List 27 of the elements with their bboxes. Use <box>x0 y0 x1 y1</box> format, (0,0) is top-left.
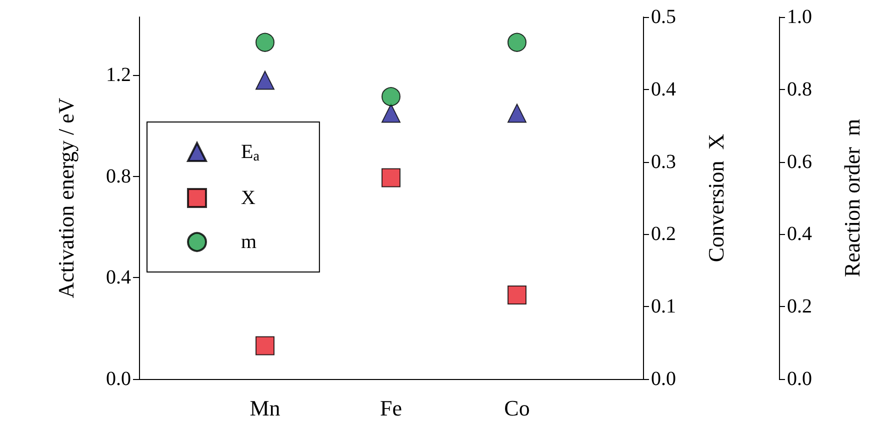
y-tick-label: 0.0 <box>106 368 131 390</box>
y-tick-label: 0.8 <box>106 165 131 188</box>
x-tick-label: Fe <box>380 396 402 420</box>
y2-axis-title: Conversion X <box>704 134 728 262</box>
y3-tick-label: 0.2 <box>787 296 812 318</box>
y3-tick-label: 1.0 <box>787 6 812 28</box>
legend-label: m <box>241 231 257 253</box>
y2-tick-label: 0.2 <box>651 223 676 246</box>
point <box>256 336 274 356</box>
y3-axis-title: Reaction order m <box>840 118 864 278</box>
y3-tick-label: 0.6 <box>787 150 812 173</box>
y-tick-label: 1.2 <box>106 64 131 86</box>
y3-tick-label: 0.8 <box>787 78 812 100</box>
point <box>508 286 526 305</box>
y-axis-title: Activation energy / eV <box>54 98 78 298</box>
y-tick-label: 0.4 <box>106 266 131 289</box>
y2-tick-label: 0.3 <box>651 150 676 173</box>
y2-tick-label: 0.4 <box>651 78 676 100</box>
y3-tick-label: 0.4 <box>787 223 812 246</box>
y2-tick-label: 0.1 <box>651 296 676 318</box>
x-tick-label: Co <box>504 396 530 420</box>
legend-label: X <box>241 187 256 209</box>
y3-tick-label: 0.0 <box>787 368 812 390</box>
y2-tick-label: 0.5 <box>651 6 676 28</box>
y2-tick-label: 0.0 <box>651 368 676 390</box>
x-tick-label: Mn <box>250 396 280 420</box>
point <box>382 168 400 188</box>
